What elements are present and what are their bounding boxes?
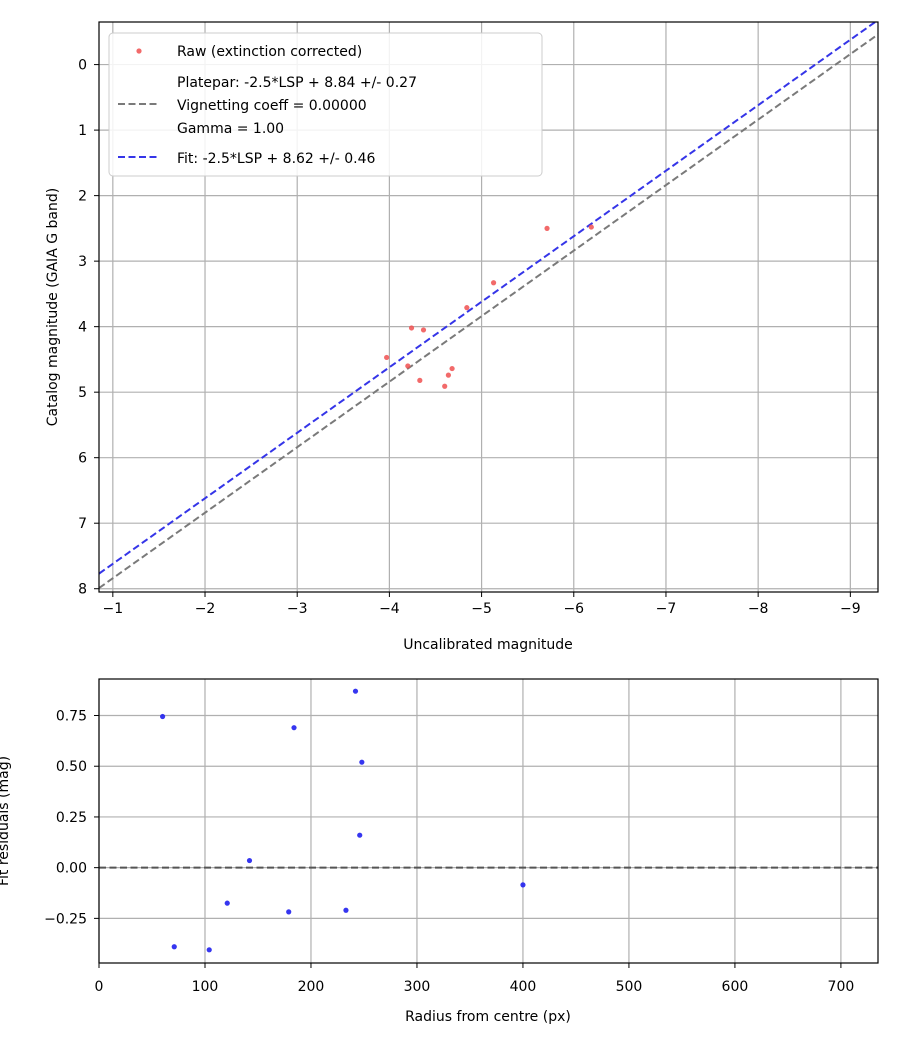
bottom-residual-points (159, 688, 526, 953)
top-plot-frame (98, 21, 879, 593)
residual-point (206, 947, 212, 953)
top-fit-lines (99, 22, 878, 589)
residual-point (291, 725, 297, 731)
top-x-tick-label: −8 (748, 601, 769, 617)
top-x-tick-label: −2 (195, 601, 216, 617)
raw-point (417, 377, 423, 383)
residual-point (520, 882, 526, 888)
top-y-axis-label: Catalog magnitude (GAIA G band) (45, 188, 61, 426)
residual-point (359, 759, 365, 765)
top-x-tick-label: −4 (379, 601, 400, 617)
bottom-x-tick-label: 600 (722, 979, 749, 995)
bottom-y-tick-label: 0.75 (56, 709, 87, 725)
bottom-x-tick-label: 700 (828, 979, 855, 995)
legend-box (108, 32, 543, 177)
top-y-ticks: 0 1 2 3 4 5 6 7 8 (78, 58, 99, 598)
fit-line (99, 22, 877, 575)
raw-point (445, 372, 451, 378)
raw-point (442, 383, 448, 389)
bottom-x-tick-label: 0 (95, 979, 104, 995)
top-raw-points (384, 224, 594, 389)
top-x-tick-label: −3 (287, 601, 308, 617)
raw-point (544, 225, 550, 231)
legend-raw-label: Raw (extinction corrected) (177, 44, 362, 60)
top-y-tick-label: 5 (78, 385, 87, 401)
residual-point (286, 909, 292, 915)
platepar-line (99, 33, 878, 589)
top-y-tick-label: 7 (78, 516, 87, 532)
top-chart: −1 −2 −3 −4 −5 −6 −7 −8 −9 0 1 2 3 4 5 6 7 8 Uncalibrate… (45, 21, 879, 653)
bottom-y-axis-label: Fit residuals (mag) (0, 756, 12, 886)
residual-point (343, 907, 349, 913)
top-x-ticks: −1 −2 −3 −4 −5 −6 −7 −8 −9 (103, 592, 861, 617)
bottom-x-axis-label: Radius from centre (px) (405, 1009, 571, 1025)
residual-point (224, 900, 230, 906)
raw-point (588, 224, 594, 230)
bottom-x-tick-label: 300 (404, 979, 431, 995)
legend-raw-marker (136, 48, 142, 54)
bottom-y-tick-label: 0.50 (56, 759, 87, 775)
residual-point (171, 944, 177, 950)
residual-point (357, 832, 363, 838)
bottom-y-tick-label: 0.25 (56, 810, 87, 826)
top-y-tick-label: 1 (78, 123, 87, 139)
top-y-tick-label: 4 (78, 320, 87, 336)
raw-point (490, 280, 497, 286)
legend-fit-label: Fit: -2.5*LSP + 8.62 +/- 0.46 (177, 151, 375, 167)
top-x-tick-label: −9 (840, 601, 861, 617)
bottom-grid (98, 679, 878, 963)
top-x-tick-label: −1 (103, 601, 124, 617)
bottom-chart: 0 100 200 300 400 500 600 700 −0.25 0.00 0.25 0.50… (0, 678, 879, 1025)
bottom-plot-frame (98, 678, 879, 964)
bottom-y-tick-label: −0.25 (44, 911, 87, 927)
top-y-tick-label: 6 (78, 451, 87, 467)
residual-point (246, 857, 253, 864)
bottom-x-tick-label: 500 (616, 979, 643, 995)
top-y-tick-label: 0 (78, 58, 87, 74)
top-y-tick-label: 8 (78, 582, 87, 598)
bottom-y-tick-label: 0.00 (56, 861, 87, 877)
raw-point (420, 327, 427, 333)
residual-point (352, 688, 359, 694)
raw-point (384, 354, 390, 361)
raw-point (408, 325, 415, 331)
top-x-tick-label: −5 (471, 601, 492, 617)
residual-point (159, 713, 166, 720)
bottom-x-tick-label: 200 (298, 979, 325, 995)
legend-platepar-label: Platepar: -2.5*LSP + 8.84 +/- 0.27 (177, 75, 417, 91)
bottom-y-ticks: −0.25 0.00 0.25 0.50 0.75 (44, 709, 99, 927)
top-x-tick-label: −7 (656, 601, 677, 617)
legend-gamma-label: Gamma = 1.00 (177, 121, 284, 137)
bottom-x-tick-label: 400 (510, 979, 537, 995)
raw-point (405, 363, 411, 369)
bottom-x-tick-label: 100 (192, 979, 219, 995)
top-legend: Raw (extinction corrected) Platepar: -2.… (108, 32, 543, 177)
raw-point (449, 365, 455, 372)
raw-point (464, 305, 470, 311)
top-x-tick-label: −6 (563, 601, 584, 617)
legend-vignetting-label: Vignetting coeff = 0.00000 (177, 98, 367, 114)
top-y-tick-label: 3 (78, 254, 87, 270)
bottom-x-ticks: 0 100 200 300 400 500 600 700 (95, 963, 855, 995)
top-x-axis-label: Uncalibrated magnitude (403, 637, 573, 653)
top-y-tick-label: 2 (78, 189, 87, 205)
